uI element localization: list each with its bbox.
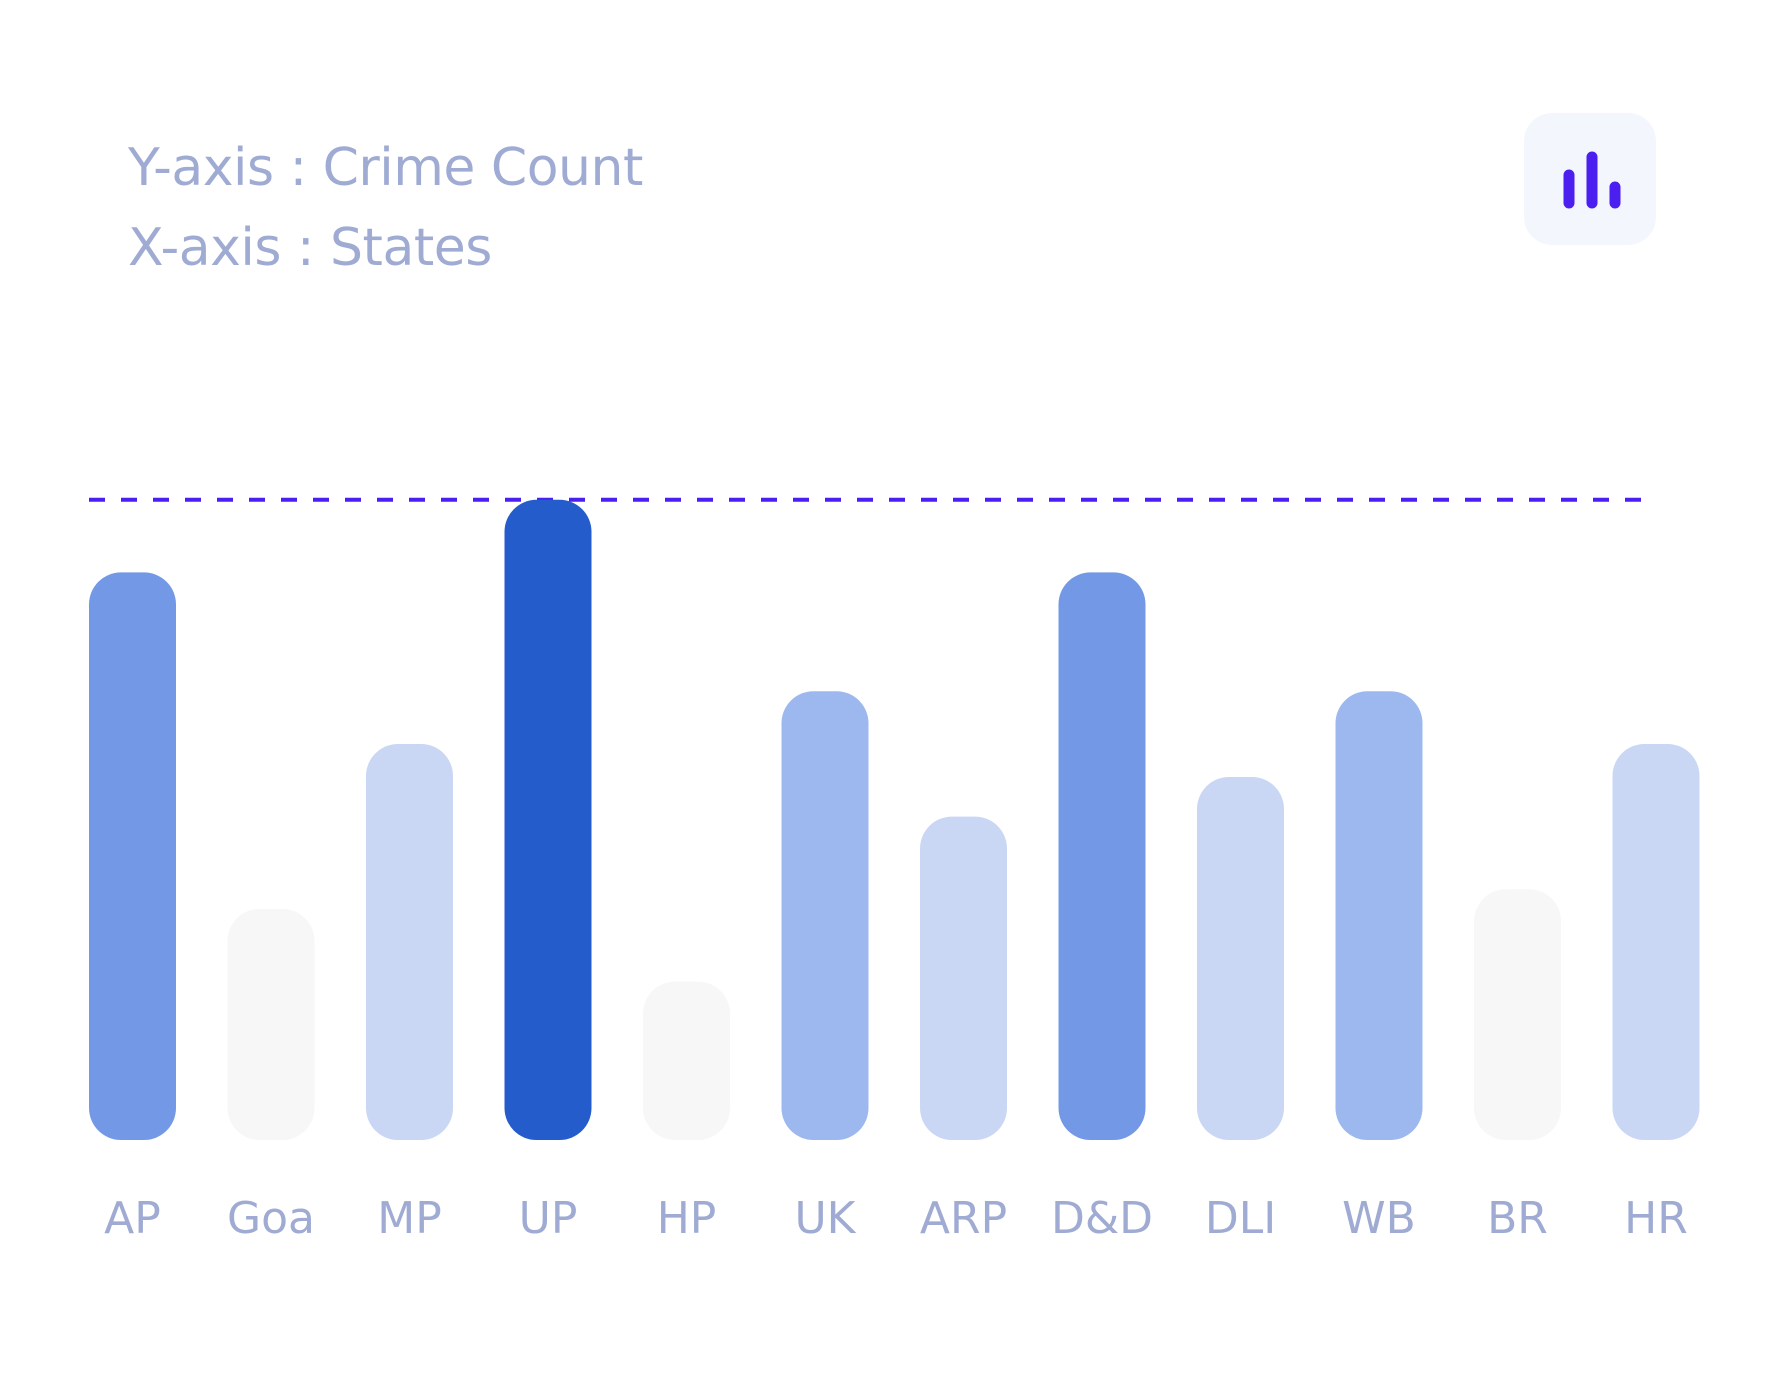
x-tick-label: BR	[1487, 1193, 1548, 1244]
x-tick-label: HP	[657, 1193, 717, 1244]
x-tick-label: Goa	[227, 1193, 315, 1244]
bar-uk[interactable]	[781, 691, 869, 1140]
x-tick-label: AP	[104, 1193, 161, 1244]
bar-ap[interactable]	[89, 572, 176, 1140]
x-tick-label: HR	[1624, 1193, 1688, 1244]
bar-goa[interactable]	[227, 909, 315, 1140]
bar-hp[interactable]	[643, 981, 730, 1140]
bar-br[interactable]	[1474, 889, 1561, 1140]
chart-type-button[interactable]	[1524, 113, 1656, 245]
bar-hr[interactable]	[1612, 744, 1700, 1140]
x-tick-label: D&D	[1051, 1193, 1153, 1244]
x-tick-label: WB	[1342, 1193, 1416, 1244]
bar-arp[interactable]	[920, 816, 1007, 1140]
bar-dli[interactable]	[1197, 777, 1284, 1140]
axis-legend: Y-axis : Crime Count X-axis : States	[128, 128, 643, 288]
bar-wb[interactable]	[1335, 691, 1423, 1140]
x-tick-label: MP	[377, 1193, 442, 1244]
x-tick-label: UP	[519, 1193, 578, 1244]
x-tick-label: ARP	[920, 1193, 1007, 1244]
bar-d-d[interactable]	[1058, 572, 1146, 1140]
bar-chart-icon	[1563, 151, 1621, 209]
y-axis-label: Y-axis : Crime Count	[128, 138, 643, 198]
x-tick-label: UK	[794, 1193, 856, 1244]
x-axis-label: X-axis : States	[128, 218, 492, 278]
bar-mp[interactable]	[366, 744, 453, 1140]
bar-up[interactable]	[504, 499, 592, 1140]
x-tick-label: DLI	[1205, 1193, 1276, 1244]
